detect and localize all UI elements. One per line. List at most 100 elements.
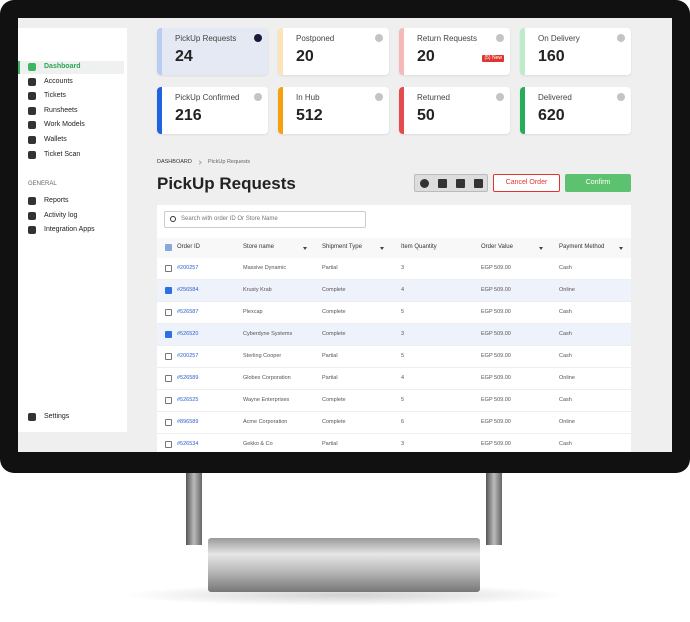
table-cell: Partial [322,265,338,271]
table-panel: Search with order ID Or Store Name Order … [157,205,631,452]
nav-item[interactable]: Dashboard [44,63,81,70]
search-icon [170,216,176,222]
toolbar-icon[interactable] [456,179,465,188]
stat-label: Delivered [538,93,572,102]
toolbar-icon[interactable] [474,179,483,188]
stat-card[interactable]: PickUp Requests 24 [157,28,268,75]
table-cell: Partial [322,353,338,359]
order-id-link[interactable]: #256584 [177,287,199,293]
stat-card[interactable]: Postponed 20 [278,28,389,75]
nav-item[interactable]: Runsheets [44,106,78,114]
table-row[interactable]: #200257 Sterling Cooper Partial 5 EGP 509.00… [157,346,631,368]
checkbox[interactable] [165,397,172,404]
order-id-link[interactable]: #526525 [177,397,199,403]
order-id-link[interactable]: #200257 [177,265,199,271]
order-id-link[interactable]: #526589 [177,375,199,381]
table-cell: Massive Dynamic [243,265,287,271]
table-cell: Globex Corporation [243,375,291,381]
info-icon [617,93,625,101]
nav-item[interactable]: Reports [44,197,69,204]
search-input[interactable]: Search with order ID Or Store Name [164,211,366,228]
table-cell: EGP 509.00 [481,309,511,315]
breadcrumb[interactable]: DASHBOARD [157,159,192,165]
table-cell: Online [559,375,575,381]
checkbox[interactable] [165,419,172,426]
table-row[interactable]: #526520 Cyberdyne Systems Complete 3 EGP 509… [157,324,631,346]
column-header[interactable]: Order ID [177,244,201,250]
checkbox-checked[interactable] [165,287,172,294]
table-cell: Complete [322,309,346,315]
table-row[interactable]: #526589 Globex Corporation Partial 4 EGP 509… [157,368,631,390]
header-checkbox[interactable] [165,244,172,251]
stat-card[interactable]: On Delivery 160 [520,28,631,75]
checkbox[interactable] [165,375,172,382]
nav-item[interactable]: Integration Apps [44,226,95,234]
order-id-link[interactable]: #896589 [177,419,199,425]
nav-icon [28,121,36,130]
stat-card[interactable]: Returned 50 [399,87,510,134]
sidebar: Dashboard Accounts Tickets Runsheets Work Mo… [18,28,127,432]
checkbox[interactable] [165,265,172,272]
nav-item[interactable]: Tickets [44,92,66,100]
nav-item[interactable]: Ticket Scan [44,150,81,158]
table-cell: Cash [559,397,572,403]
order-id-link[interactable]: #526534 [177,441,199,447]
order-id-link[interactable]: #526587 [177,309,199,315]
breadcrumb: PickUp Requests [208,159,251,165]
nav-item[interactable]: Settings [44,413,70,420]
column-header[interactable]: Payment Method [559,244,605,250]
nav-item[interactable]: Accounts [44,77,73,85]
checkbox[interactable] [165,309,172,316]
checkbox-checked[interactable] [165,331,172,338]
stat-card[interactable]: Delivered 620 [520,87,631,134]
table-cell: 5 [401,353,405,359]
table-row[interactable]: #200257 Massive Dynamic Partial 3 EGP 509.00… [157,258,631,280]
confirm-button[interactable]: Confirm [565,174,631,192]
table-row[interactable]: #526534 Gekko & Co Partial 3 EGP 509.00 Cash [157,434,631,452]
table-cell: Complete [322,287,346,293]
stat-label: On Delivery [538,34,580,43]
order-id-link[interactable]: #526520 [177,331,199,337]
table-cell: EGP 509.00 [481,419,511,425]
nav-item[interactable]: Activity log [44,211,78,219]
stat-card[interactable]: In Hub 512 [278,87,389,134]
column-header[interactable]: Store name [243,244,275,250]
table-cell: 4 [401,375,405,381]
table-cell: 6 [401,419,405,425]
column-header[interactable]: Item Quantity [401,244,437,250]
stat-card[interactable]: PickUp Confirmed 216 [157,87,268,134]
nav-item[interactable]: Wallets [44,136,67,143]
table-cell: Partial [322,375,338,381]
table-cell: Cash [559,441,572,447]
info-icon [254,93,262,101]
checkbox[interactable] [165,441,172,448]
table-cell: Cash [559,353,572,359]
search-placeholder: Search with order ID Or Store Name [181,216,278,222]
sort-arrow [303,247,307,250]
stat-value: 50 [417,107,435,124]
nav-icon [28,136,36,144]
toolbar-icon[interactable] [420,179,429,188]
column-header[interactable]: Shipment Type [322,244,362,250]
table-cell: Online [559,287,575,293]
cancel-button[interactable]: Cancel Order [493,174,560,192]
toolbar-icon[interactable] [438,179,447,188]
order-id-link[interactable]: #200257 [177,353,199,359]
table-cell: Wayne Enterprises [243,397,290,403]
stat-card[interactable]: Return Requests 20 (5) New [399,28,510,75]
checkbox[interactable] [165,353,172,360]
stand-post [486,470,502,545]
table-row[interactable]: #256584 Krusty Krab Complete 4 EGP 509.00 Onl… [157,280,631,302]
stat-label: In Hub [296,93,320,102]
table-row[interactable]: #526587 Plexcap Complete 5 EGP 509.00 Cash [157,302,631,324]
stat-value: 20 [296,48,314,65]
info-icon [254,34,262,42]
table-cell: Krusty Krab [243,287,272,293]
table-cell: EGP 509.00 [481,397,511,403]
nav-item[interactable]: Work Models [44,121,85,129]
table-row[interactable]: #526525 Wayne Enterprises Complete 5 EGP 509… [157,390,631,412]
table-row[interactable]: #896589 Acme Corporation Complete 6 EGP 509.… [157,412,631,434]
screen: Dashboard Accounts Tickets Runsheets Work Mo… [18,18,672,452]
column-header[interactable]: Order Value [481,244,513,250]
